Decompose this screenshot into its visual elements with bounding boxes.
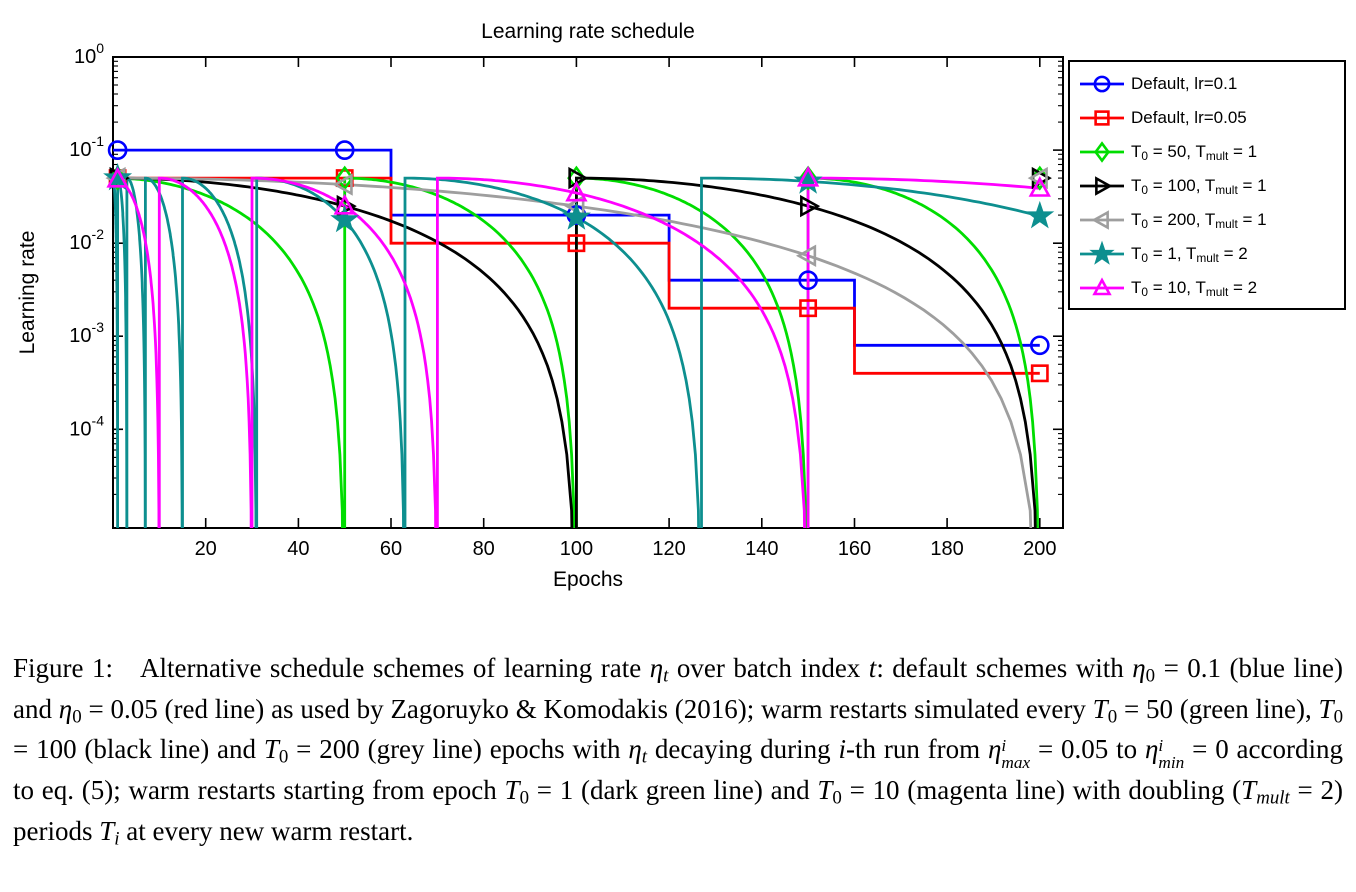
star-legend-icon	[1080, 240, 1124, 265]
square-marker	[1094, 110, 1110, 126]
x-tick-label: 100	[560, 538, 593, 560]
y-axis-label: Learning rate	[16, 231, 39, 355]
y-tick-label: 100	[74, 40, 104, 68]
x-tick-label: 160	[838, 538, 871, 560]
legend-label: T0 = 200, Tmult = 1	[1131, 209, 1267, 231]
triangle-left-marker	[795, 244, 817, 268]
legend-label: T0 = 100, Tmult = 1	[1131, 175, 1267, 197]
chart-legend: Default, lr=0.1 Default, lr=0.05 T0 = 50, …	[1068, 60, 1346, 310]
legend-item-t0-50-tmult-1: T0 = 50, Tmult = 1	[1078, 135, 1342, 169]
legend-label: T0 = 10, Tmult = 2	[1131, 277, 1258, 299]
series-markers	[103, 140, 1055, 383]
x-tick-label: 40	[287, 538, 309, 560]
series-line-default-lr-0-05	[113, 176, 1040, 375]
legend-item-t0-200-tmult-1: T0 = 200, Tmult = 1	[1078, 203, 1342, 237]
diamond-marker	[1094, 141, 1110, 163]
legend-item-t0-1-tmult-2: T0 = 1, Tmult = 2	[1078, 237, 1342, 271]
square-legend-icon	[1080, 110, 1124, 126]
legend-item-default-lr-0-05: Default, lr=0.05	[1078, 101, 1342, 135]
triangle-up-marker	[1028, 176, 1051, 197]
legend-item-t0-100-tmult-1: T0 = 100, Tmult = 1	[1078, 169, 1342, 203]
x-tick-label: 20	[195, 538, 217, 560]
square-marker	[799, 299, 818, 318]
learning-rate-chart: 20 40 60 80 100 120 140 160 180 200 100 10-1 10-2 10-…	[16, 20, 1346, 591]
series-line-t0-100-tmult-1	[113, 176, 1037, 528]
y-tick-label: 10-2	[69, 226, 104, 254]
legend-label: T0 = 1, Tmult = 2	[1131, 243, 1248, 265]
legend-item-t0-10-tmult-2: T0 = 10, Tmult = 2	[1078, 271, 1342, 305]
triangle-left-marker	[1091, 210, 1109, 230]
x-tick-label: 180	[930, 538, 963, 560]
circle-marker	[107, 140, 128, 160]
math-supsub: i min	[1158, 735, 1185, 772]
triangle-up-marker	[796, 165, 820, 187]
circle-legend-icon	[1080, 75, 1124, 93]
y-tick-label: 10-4	[69, 412, 104, 440]
triangle-up-marker	[565, 180, 588, 202]
triangle-right-legend-icon	[1080, 176, 1124, 196]
math-supsub: i max	[1001, 735, 1031, 772]
figure-caption: Figure 1: Alternative schedule schemes o…	[13, 653, 1344, 850]
circle-marker	[1029, 335, 1050, 356]
star-marker	[561, 202, 591, 230]
y-tick-label: 10-3	[69, 319, 104, 347]
legend-label: Default, lr=0.1	[1131, 74, 1238, 93]
diamond-marker	[798, 165, 818, 191]
triangle-right-marker	[568, 166, 589, 190]
x-tick-label: 60	[380, 538, 402, 560]
triangle-left-marker	[332, 173, 353, 196]
triangle-up-marker	[1092, 277, 1112, 296]
circle-marker	[1093, 75, 1111, 93]
x-tick-label: 80	[473, 538, 495, 560]
chart-title: Learning rate schedule	[481, 20, 695, 43]
triangle-up-legend-icon	[1080, 277, 1124, 296]
star-marker	[330, 204, 360, 233]
triangle-up-marker	[106, 166, 129, 188]
triangle-right-marker	[800, 194, 821, 218]
legend-label: T0 = 50, Tmult = 1	[1131, 141, 1258, 163]
series-line-t0-10-tmult-2	[113, 176, 1040, 528]
triangle-right-marker	[1095, 176, 1113, 196]
x-tick-label: 120	[652, 538, 685, 560]
legend-item-default-lr-0-1: Default, lr=0.1	[1078, 67, 1342, 101]
square-marker	[1030, 364, 1049, 383]
x-tick-label: 200	[1023, 538, 1056, 560]
star-marker	[1025, 200, 1055, 229]
square-marker	[567, 234, 586, 253]
circle-marker	[798, 270, 818, 291]
diamond-legend-icon	[1080, 141, 1124, 163]
star-marker	[1089, 240, 1115, 265]
y-tick-label: 10-1	[69, 133, 104, 161]
chart-canvas: 20 40 60 80 100 120 140 160 180 200 100 10-1 10-2 10-…	[16, 20, 1064, 591]
plot-box	[112, 56, 1064, 529]
x-tick-label: 140	[745, 538, 778, 560]
x-axis-label: Epochs	[553, 568, 623, 591]
triangle-left-legend-icon	[1080, 210, 1124, 230]
circle-marker	[334, 140, 355, 160]
legend-label: Default, lr=0.05	[1131, 108, 1247, 127]
triangle-up-marker	[333, 193, 356, 215]
star-marker	[103, 162, 133, 191]
